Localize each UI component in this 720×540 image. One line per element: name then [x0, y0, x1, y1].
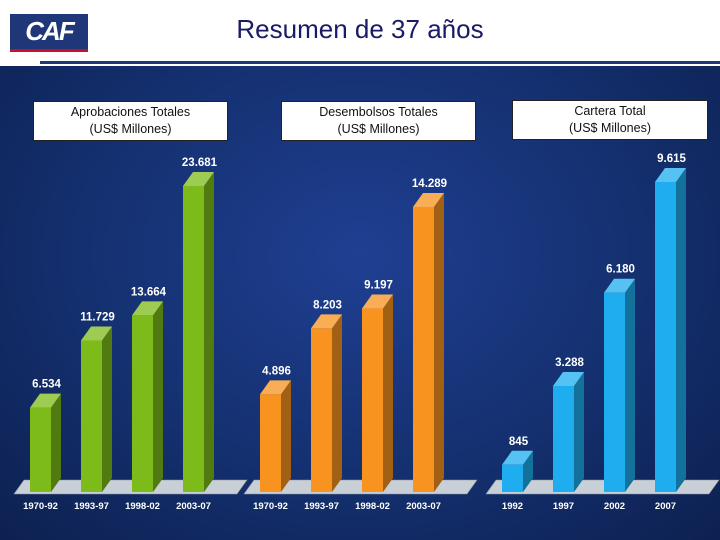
bar-1998-02	[362, 308, 383, 492]
bar-1998-02	[132, 315, 153, 492]
data-label: 9.615	[657, 153, 686, 165]
bar-side	[574, 371, 584, 492]
bar-1997	[553, 385, 574, 492]
bar-top	[30, 393, 61, 408]
bar-2003-07	[413, 207, 434, 492]
data-label: 11.729	[80, 311, 115, 323]
slide-header: CAF Resumen de 37 años	[0, 0, 720, 66]
bar-side	[676, 168, 686, 492]
bar-2007	[655, 182, 676, 492]
bar-1970-92	[30, 407, 51, 492]
tick-label: 2002	[604, 501, 625, 512]
bar-side	[625, 278, 635, 492]
bar-side	[383, 294, 393, 492]
header-divider	[40, 61, 720, 64]
data-label: 8.203	[313, 299, 342, 311]
tick-label: 1970-92	[23, 501, 58, 512]
bar-top	[311, 314, 342, 329]
tick-label: 2003-07	[406, 501, 441, 512]
data-label: 9.197	[364, 280, 393, 292]
bar-top	[553, 371, 584, 386]
bar-charts: 6.534 1970-92 11.729 1993-97 13.664 1998-02 23…	[13, 153, 720, 512]
data-label: 13.664	[131, 286, 167, 298]
bar-side	[204, 172, 214, 492]
data-label: 6.534	[32, 379, 61, 391]
page-title: Resumen de 37 años	[236, 14, 484, 44]
data-label: 3.288	[555, 357, 584, 369]
bar-2003-07	[183, 186, 204, 492]
bar-side	[281, 380, 291, 492]
bar-side	[523, 450, 533, 492]
bar-side	[51, 393, 61, 492]
bar-top	[81, 326, 112, 341]
panel-title-desembolsos: Desembolsos Totales (US$ Millones)	[281, 101, 476, 141]
panel-title-text: Desembolsos Totales	[319, 105, 438, 119]
bar-top	[132, 301, 163, 316]
bar-top	[604, 278, 635, 293]
bar-side	[332, 314, 342, 492]
data-label: 14.289	[412, 178, 447, 190]
tick-label: 2007	[655, 501, 676, 512]
panel-subtitle-text: (US$ Millones)	[337, 122, 420, 136]
tick-label: 1997	[553, 501, 574, 512]
panel-title-text: Aprobaciones Totales	[70, 105, 191, 119]
bar-1992	[502, 464, 523, 492]
panel-subtitle-text: (US$ Millones)	[89, 122, 172, 136]
tick-label: 1998-02	[125, 501, 160, 512]
panel-title-cartera: Cartera Total (US$ Millones)	[512, 100, 708, 140]
data-label: 23.681	[182, 157, 218, 169]
tick-label: 1992	[502, 501, 523, 512]
data-label: 4.896	[262, 365, 291, 377]
bar-side	[153, 301, 163, 492]
panel-title-text: Cartera Total	[574, 104, 646, 118]
caf-logo: CAF	[10, 14, 88, 52]
chart-area: 6.534 1970-92 11.729 1993-97 13.664 1998-02 23…	[0, 66, 720, 540]
tick-label: 1998-02	[355, 501, 390, 512]
data-label: 845	[509, 436, 529, 448]
tick-label: 1993-97	[304, 501, 339, 512]
bar-1993-97	[81, 340, 102, 492]
tick-label: 2003-07	[176, 501, 211, 512]
bar-top	[413, 193, 444, 207]
bar-top	[655, 168, 686, 182]
bar-side	[102, 326, 112, 492]
logo-text: CAF	[25, 16, 74, 46]
panel-subtitle-text: (US$ Millones)	[569, 121, 651, 135]
tick-label: 1970-92	[253, 501, 288, 512]
tick-label: 1993-97	[74, 501, 109, 512]
bar-2002	[604, 292, 625, 492]
bar-side	[434, 193, 444, 492]
data-label: 6.180	[606, 264, 635, 276]
bar-top	[362, 294, 393, 309]
bar-top	[502, 450, 533, 465]
bar-1970-92	[260, 394, 281, 492]
bar-top	[260, 380, 291, 395]
bar-top	[183, 172, 214, 186]
panel-title-aprobaciones: Aprobaciones Totales (US$ Millones)	[33, 101, 228, 141]
bar-1993-97	[311, 328, 332, 492]
